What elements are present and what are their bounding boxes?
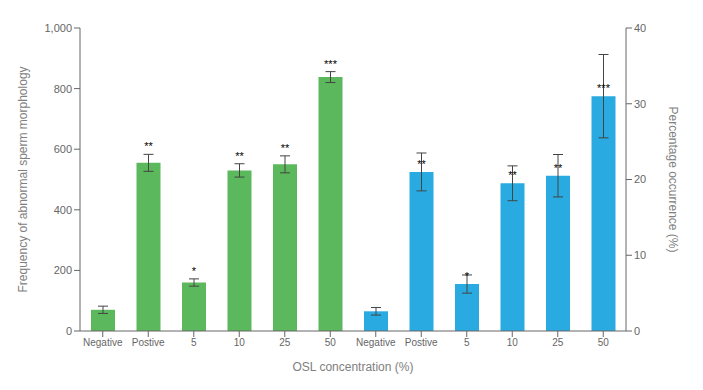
svg-text:***: *** (324, 58, 338, 70)
svg-text:0: 0 (634, 325, 640, 337)
svg-text:***: *** (597, 82, 611, 94)
svg-text:Negative: Negative (83, 337, 123, 348)
svg-text:40: 40 (634, 22, 646, 34)
svg-text:Negative: Negative (356, 337, 396, 348)
svg-text:**: ** (417, 158, 426, 170)
svg-text:10: 10 (507, 337, 519, 348)
svg-text:Postive: Postive (132, 337, 165, 348)
svg-text:25: 25 (552, 337, 564, 348)
svg-text:*: * (192, 265, 197, 277)
svg-text:**: ** (235, 150, 244, 162)
svg-text:200: 200 (54, 264, 72, 276)
svg-text:50: 50 (598, 337, 610, 348)
svg-text:50: 50 (325, 337, 337, 348)
svg-text:Postive: Postive (405, 337, 438, 348)
svg-text:0: 0 (66, 325, 72, 337)
svg-text:20: 20 (634, 173, 646, 185)
svg-text:10: 10 (234, 337, 246, 348)
svg-text:OSL concentration (%): OSL concentration (%) (293, 360, 414, 374)
svg-text:**: ** (144, 140, 153, 152)
svg-text:5: 5 (464, 337, 470, 348)
svg-text:Frequency of abnormal sperm mo: Frequency of abnormal sperm morphology (16, 66, 30, 292)
svg-text:**: ** (281, 142, 290, 154)
svg-text:**: ** (554, 162, 563, 174)
svg-text:1,000: 1,000 (44, 22, 72, 34)
svg-text:5: 5 (191, 337, 197, 348)
svg-text:600: 600 (54, 143, 72, 155)
svg-text:30: 30 (634, 98, 646, 110)
svg-text:400: 400 (54, 204, 72, 216)
svg-text:Percentage occurrence (%): Percentage occurrence (%) (666, 106, 680, 252)
svg-text:*: * (465, 270, 470, 282)
svg-text:10: 10 (634, 249, 646, 261)
svg-text:800: 800 (54, 83, 72, 95)
svg-text:25: 25 (279, 337, 291, 348)
svg-text:**: ** (508, 169, 517, 181)
